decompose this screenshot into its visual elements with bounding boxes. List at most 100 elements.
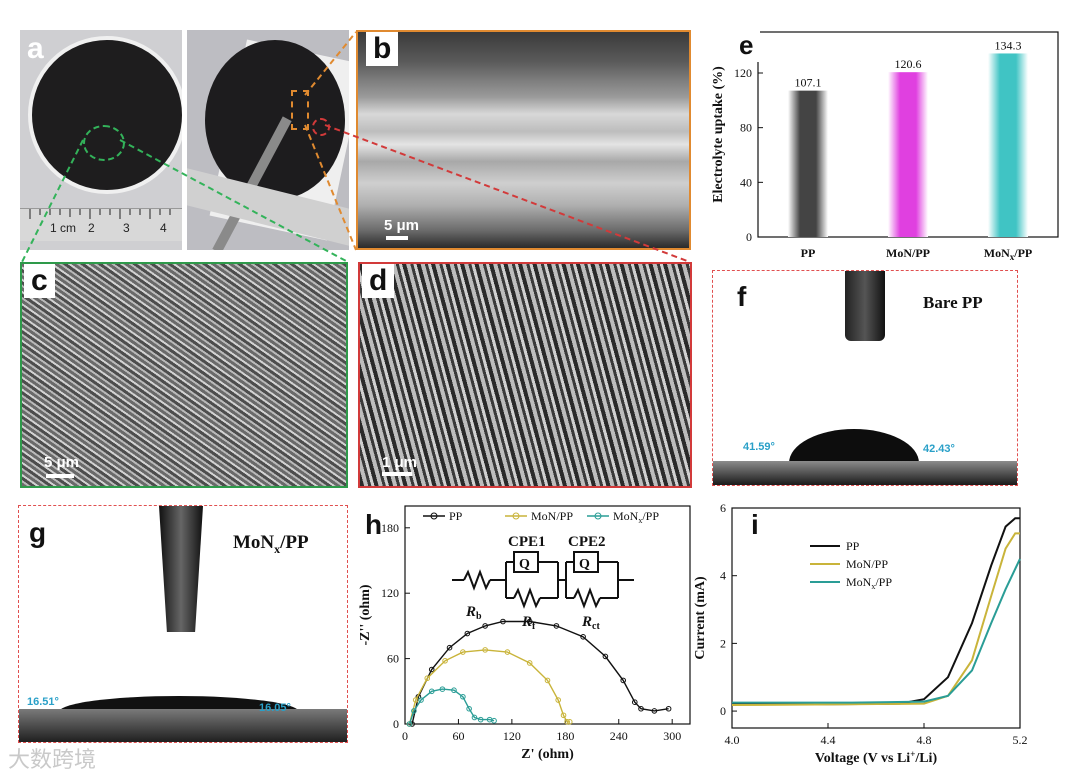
panel-label-a: a	[27, 32, 44, 65]
panel-c-sem: 5 μm	[20, 262, 348, 488]
panel-label-c: c	[24, 264, 55, 298]
rct-main: R	[581, 614, 592, 630]
cpe2-label: CPE2	[568, 534, 606, 550]
x-tick-label: 60	[452, 729, 464, 743]
needle-g	[159, 506, 203, 632]
q1-label: Q	[519, 557, 530, 572]
legend-marker	[594, 512, 602, 520]
droplet-g	[59, 696, 299, 712]
angle-right-g: 16.05°	[259, 702, 291, 714]
separator-disc	[28, 36, 182, 194]
y-tick-label: 180	[381, 521, 399, 535]
scale-label-c: 5 μm	[44, 454, 80, 471]
panel-f-contact-angle: Bare PP 41.59° 42.43°	[712, 270, 1018, 486]
data-point	[504, 649, 511, 655]
scale-label-d: 1 μm	[382, 454, 418, 471]
data-point	[500, 618, 506, 625]
legend-label: MoNx/PP	[846, 575, 892, 591]
data-point	[491, 717, 497, 724]
chart-electrolyte-uptake: 0 40 80 120 107.1 PP 120.6 MoN/PP 134.3 MoNx/PP El…	[711, 31, 1059, 262]
q2-label: Q	[579, 557, 590, 572]
panel-label-h: h	[365, 509, 383, 540]
x-tick-label: 240	[610, 729, 628, 743]
x-axis-title: Z' (ohm)	[521, 747, 574, 762]
y-tick-label: 80	[740, 121, 752, 135]
droplet-f	[789, 429, 919, 463]
x-tick-label: 4.8	[917, 733, 932, 747]
zoom-box-orange	[291, 90, 309, 130]
legend-label: PP	[846, 539, 860, 553]
legend-label: MoNx/PP	[613, 509, 659, 525]
x-tick-label: 120	[503, 729, 521, 743]
x-tick-label: 4.0	[725, 733, 740, 747]
contact-title-f: Bare PP	[923, 293, 983, 312]
data-point	[471, 714, 478, 721]
data-point	[460, 649, 466, 655]
rb-main: R	[465, 604, 476, 620]
data-point	[451, 687, 457, 694]
data-point	[482, 647, 488, 653]
x-tick-label: 5.2	[1013, 733, 1028, 747]
x-category-label: PP	[801, 246, 816, 260]
cpe1-label: CPE1	[508, 534, 546, 550]
substrate-f	[713, 461, 1017, 485]
data-point	[564, 719, 570, 725]
rb-label: Rb	[465, 604, 482, 622]
panel-label-b: b	[366, 32, 399, 66]
bar-1	[888, 72, 928, 238]
ruler-label-3: 3	[123, 221, 130, 235]
data-point	[412, 697, 419, 703]
panel-label-e: e	[732, 28, 761, 62]
series-line-1	[408, 649, 570, 725]
data-point	[428, 688, 435, 695]
y-tick-label: 40	[740, 175, 752, 189]
panel-label-d: d	[362, 264, 395, 298]
rb-sub: b	[476, 611, 482, 622]
y-tick-label: 0	[720, 704, 726, 718]
angle-left-f: 41.59°	[743, 441, 775, 453]
data-point	[580, 634, 586, 640]
y-axis-title: Electrolyte uptake (%)	[711, 66, 726, 203]
data-point	[566, 719, 573, 725]
data-point	[406, 721, 413, 727]
series-line-2	[408, 688, 495, 725]
rct-sub: ct	[592, 621, 600, 632]
x-tick-label: 0	[402, 729, 408, 743]
y-tick-label: 6	[720, 501, 726, 515]
x-tick-label: 180	[556, 729, 574, 743]
panel-label-f: f	[730, 280, 754, 314]
y-tick-label: 0	[746, 230, 752, 244]
contact-title-g-main: MoN	[233, 532, 275, 553]
y-axis-title: -Z'' (ohm)	[358, 584, 373, 645]
data-point	[526, 660, 533, 666]
bar-0	[788, 90, 828, 237]
legend-marker	[430, 512, 438, 520]
legend-label: MoN/PP	[531, 509, 573, 523]
series-line-1	[731, 532, 1020, 706]
data-point	[631, 699, 638, 705]
ruler-label-2: 2	[88, 221, 95, 235]
scale-bar-b	[386, 236, 408, 240]
data-point	[411, 708, 417, 714]
panel-label-g: g	[22, 516, 54, 550]
plot-frame	[731, 507, 1021, 729]
panel-g-contact-angle: MoNx/PP 16.51° 16.05°	[18, 505, 348, 743]
angle-left-g: 16.51°	[27, 696, 59, 708]
data-point	[482, 623, 488, 629]
scale-bar-c	[46, 474, 74, 478]
x-axis-title: Voltage (V vs Li+/Li)	[815, 749, 938, 766]
data-point	[526, 618, 533, 625]
y-tick-label: 2	[720, 636, 726, 650]
rf-label: Rf	[521, 614, 536, 632]
y-tick-label: 0	[393, 717, 399, 731]
bar-value-label: 134.3	[995, 38, 1022, 52]
chart-lsv: 4.0 4.4 4.8 5.2 0 2 4 6 PP MoN/PP MoNx/PP Voltage (…	[693, 501, 1028, 766]
watermark: 大数跨境	[8, 748, 97, 773]
data-point	[544, 677, 551, 684]
x-category-label: MoNx/PP	[984, 246, 1033, 262]
plot-frame	[404, 505, 691, 725]
series-line-0	[732, 517, 1020, 706]
contact-title-g: MoNx/PP	[233, 532, 309, 557]
data-point	[418, 697, 424, 703]
